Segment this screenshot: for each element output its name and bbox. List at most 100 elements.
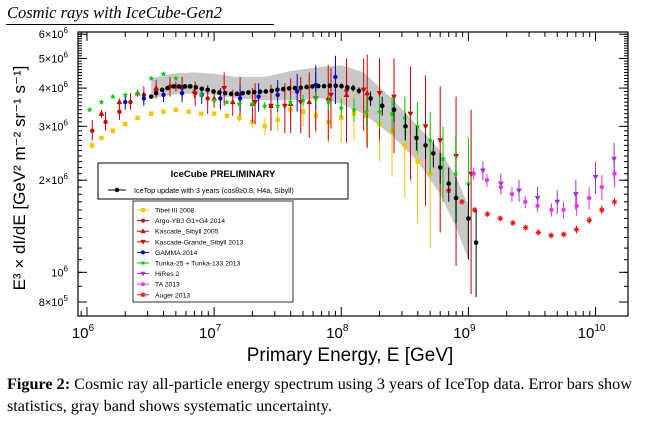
data-point [592, 174, 599, 181]
data-point [548, 232, 554, 239]
data-point [306, 98, 313, 105]
legend-swatch [140, 239, 146, 245]
data-point [153, 84, 160, 91]
data-point [173, 107, 179, 112]
data-point [198, 91, 204, 98]
legend-entry-label: Tibet III 2008 [155, 208, 195, 215]
data-point [431, 150, 436, 156]
data-point [437, 165, 443, 170]
data-point [376, 108, 383, 115]
legend-entry-label: Kascade_Sibyll 2005 [155, 229, 219, 236]
data-point [252, 100, 258, 106]
data-point [211, 111, 217, 116]
data-point [179, 90, 185, 96]
data-point [286, 86, 292, 91]
data-point [522, 224, 529, 231]
data-point [437, 138, 444, 144]
data-point [263, 89, 269, 94]
data-point [228, 91, 234, 97]
data-point [325, 99, 332, 105]
data-point [287, 99, 294, 105]
data-point [171, 84, 176, 89]
data-point [161, 109, 166, 114]
data-point [345, 85, 350, 90]
data-point [343, 89, 350, 95]
data-point [237, 115, 242, 120]
data-point [586, 217, 592, 223]
data-point [294, 89, 300, 94]
series-icetop-update-with-3-years-cos-0-8-h4a-sibyll [148, 83, 479, 298]
data-point [611, 156, 617, 162]
data-point [148, 111, 154, 116]
figure-caption: Figure 2: Cosmic ray all-particle energy… [7, 373, 647, 417]
series-ta-2013 [471, 161, 617, 219]
data-point [123, 99, 128, 105]
data-point [315, 83, 321, 89]
data-point [86, 106, 93, 113]
series-auger-2013 [445, 187, 618, 239]
data-point [452, 170, 459, 177]
data-point [148, 75, 155, 81]
data-point [153, 90, 159, 96]
data-point [328, 92, 334, 99]
data-point [236, 100, 243, 107]
data-point [516, 188, 522, 194]
data-point [321, 83, 327, 89]
data-point [466, 216, 471, 221]
data-point [453, 195, 459, 201]
x-axis-label: Primary Energy, E [GeV] [247, 345, 454, 366]
axes-layer: 106 107 108 109 10108×1051062×1063×1064×1065… [39, 26, 628, 342]
data-point [292, 85, 298, 91]
systematic-band [151, 65, 469, 260]
data-point [257, 89, 263, 95]
y-tick-label: 4×106 [39, 80, 69, 95]
data-point [159, 87, 165, 93]
data-point [224, 113, 230, 118]
data-point [98, 110, 105, 116]
data-point [304, 84, 309, 90]
legend-main-swatch [114, 187, 120, 193]
legend-swatch [141, 282, 145, 287]
data-point [327, 83, 333, 89]
legend-entry-label: HiRes 2 [155, 271, 179, 278]
legend-entry-label: GAMMA 2014 [155, 250, 198, 257]
data-point [402, 143, 407, 148]
data-point [473, 240, 479, 245]
legend-swatch [141, 218, 145, 223]
systematic-band-layer [151, 65, 469, 260]
data-point [484, 211, 491, 217]
legend: IceCube PRELIMINARY IceTop update with 3 … [97, 162, 349, 303]
x-tick-label: 109 [453, 323, 476, 342]
legend-swatch [140, 260, 146, 266]
data-point [446, 181, 452, 186]
data-point [211, 97, 217, 103]
data-point [339, 115, 344, 120]
data-point [561, 207, 566, 213]
data-point [573, 226, 580, 233]
data-point [403, 124, 408, 129]
legend-entry-label: Argo-YBJ G1+G4 2014 [155, 218, 225, 225]
data-point [368, 96, 373, 101]
data-point [599, 207, 605, 213]
data-point [376, 91, 383, 97]
y-tick-label: 106 [51, 264, 68, 279]
data-point [224, 99, 230, 105]
x-tick-label: 1010 [578, 323, 606, 342]
data-point [281, 103, 288, 109]
data-point [389, 110, 395, 117]
x-tick-label: 106 [72, 323, 95, 342]
data-point [90, 143, 95, 148]
legend-swatch [141, 208, 145, 212]
data-point [351, 106, 357, 113]
data-point [586, 195, 592, 201]
data-point [391, 107, 397, 112]
data-point [186, 109, 191, 114]
data-point [240, 90, 246, 96]
data-point [99, 135, 104, 141]
caption-text: Cosmic ray all-particle energy spectrum … [7, 375, 632, 415]
data-point [134, 90, 141, 96]
data-point [465, 180, 472, 186]
data-point [160, 70, 167, 77]
data-point [480, 168, 486, 174]
legend-swatch [140, 292, 146, 298]
